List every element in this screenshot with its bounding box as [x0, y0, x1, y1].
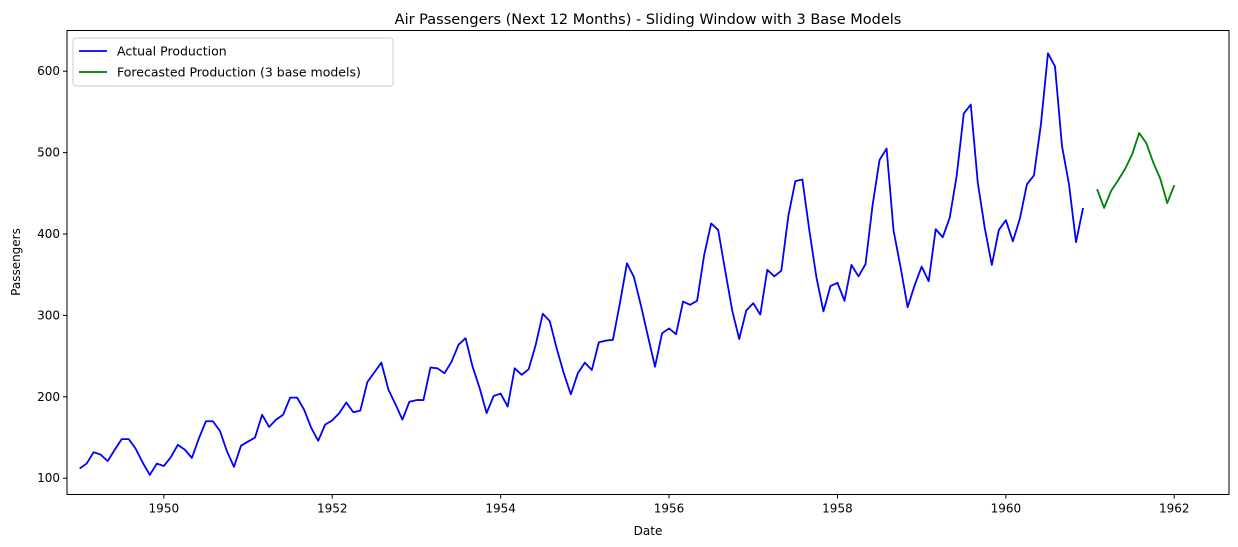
x-axis-label: Date [634, 524, 663, 538]
series-line-2 [1096, 132, 1176, 209]
x-tick-label: 1960 [991, 502, 1022, 516]
plot-frame [66, 30, 1230, 495]
x-tick-label: 1950 [149, 502, 180, 516]
legend: Actual Production Forecasted Production (… [72, 37, 394, 87]
y-tick-label: 400 [37, 227, 60, 241]
series-line-1 [79, 52, 1084, 476]
x-tick-label: 1952 [317, 502, 348, 516]
legend-label-2: Forecasted Production (3 base models) [117, 65, 361, 80]
y-tick-label: 600 [37, 64, 60, 78]
y-tick-label: 100 [37, 471, 60, 485]
y-tick-label: 200 [37, 390, 60, 404]
y-axis-label: Passengers [9, 228, 23, 296]
x-tick-label: 1962 [1159, 502, 1190, 516]
y-tick-label: 300 [37, 308, 60, 322]
x-tick-label: 1954 [485, 502, 516, 516]
y-tick-label: 500 [37, 146, 60, 160]
chart-title: Air Passengers (Next 12 Months) - Slidin… [395, 12, 902, 28]
legend-box [72, 37, 394, 87]
x-tick-label: 1956 [654, 502, 685, 516]
x-tick-label: 1958 [822, 502, 853, 516]
legend-label-1: Actual Production [117, 44, 227, 59]
